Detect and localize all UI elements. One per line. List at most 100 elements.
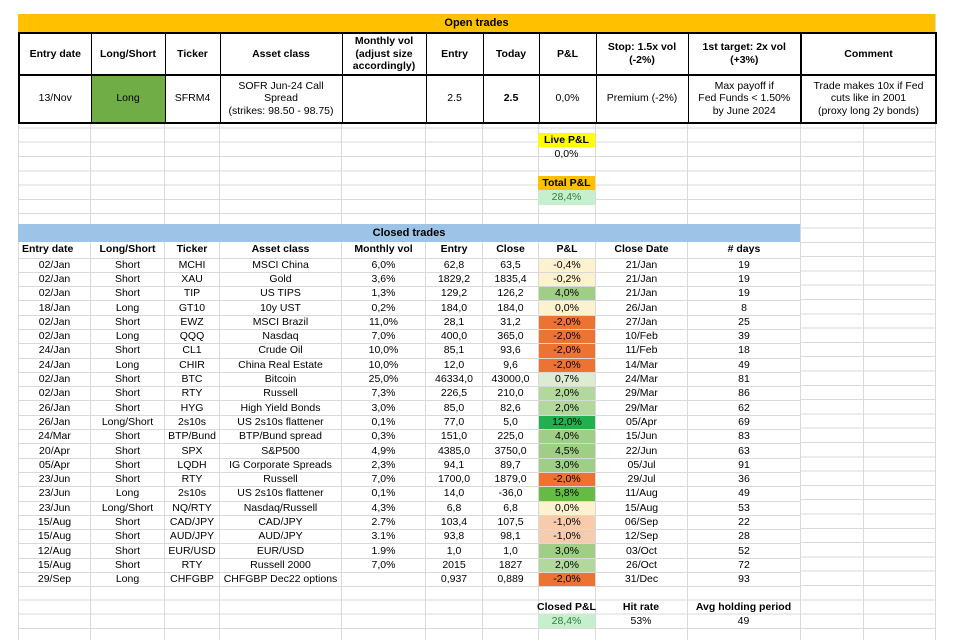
cell-monthly-vol[interactable]: 7,0%	[341, 558, 426, 574]
cell-close-date[interactable]: 05/Apr	[595, 415, 688, 431]
cell-entry[interactable]: 184,0	[425, 300, 483, 316]
cell-ticker[interactable]: AUD/JPY	[164, 529, 220, 545]
cell-entry-date[interactable]: 24/Jan	[18, 358, 91, 373]
cell-entry-date[interactable]: 15/Aug	[18, 529, 91, 545]
cell-days[interactable]: 81	[687, 372, 801, 388]
col-header-long-short[interactable]: Long/Short	[90, 242, 165, 259]
col-header-entry-date[interactable]: Entry date	[18, 32, 92, 76]
cell-monthly-vol[interactable]: 7,0%	[341, 329, 426, 345]
cell-entry-date[interactable]: 18/Jan	[18, 300, 91, 316]
cell-long-short[interactable]: Short	[90, 343, 165, 359]
cell-entry-date[interactable]: 02/Jan	[18, 286, 91, 302]
col-header-monthly-vol[interactable]: Monthly vol	[341, 242, 426, 259]
cell-days[interactable]: 39	[687, 329, 801, 345]
cell-days[interactable]: 36	[687, 472, 801, 488]
cell-monthly-vol[interactable]: 2.7%	[341, 515, 426, 531]
col-header-ticker[interactable]: Ticker	[164, 32, 221, 76]
cell-close[interactable]: 1,0	[482, 543, 539, 559]
cell-entry-date[interactable]: 02/Jan	[18, 272, 91, 288]
cell-days[interactable]: 25	[687, 315, 801, 330]
cell-close-date[interactable]: 10/Feb	[595, 329, 688, 345]
cell-close-date[interactable]: 15/Jun	[595, 429, 688, 445]
col-header-entry[interactable]: Entry	[425, 32, 484, 76]
col-header-long-short[interactable]: Long/Short	[90, 32, 166, 76]
cell-asset-class[interactable]: Russell	[219, 386, 342, 402]
col-header-today[interactable]: Today	[482, 32, 540, 76]
col-header-pnl[interactable]: P&L	[538, 242, 596, 259]
cell-asset-class[interactable]: CHFGBP Dec22 options	[219, 572, 342, 588]
cell-close-date[interactable]: 14/Mar	[595, 358, 688, 373]
cell-ticker[interactable]: CHIR	[164, 358, 220, 373]
cell-ticker[interactable]: GT10	[164, 300, 220, 316]
cell-long-short[interactable]: Long	[90, 300, 165, 316]
cell-pnl[interactable]: 0,7%	[538, 372, 596, 388]
cell-monthly-vol[interactable]: 0,1%	[341, 486, 426, 502]
cell-entry[interactable]: 226,5	[425, 386, 483, 402]
cell-entry-date[interactable]: 02/Jan	[18, 372, 91, 388]
cell-pnl[interactable]: 4,0%	[538, 286, 596, 302]
cell-ticker[interactable]: NQ/RTY	[164, 501, 220, 516]
cell-days[interactable]: 62	[687, 400, 801, 416]
cell-long-short[interactable]: Short	[90, 258, 165, 273]
cell-monthly-vol[interactable]: 0,3%	[341, 429, 426, 445]
cell-close-date[interactable]: 06/Sep	[595, 515, 688, 531]
cell-close-date[interactable]: 29/Jul	[595, 472, 688, 488]
cell-ticker[interactable]: RTY	[164, 386, 220, 402]
cell-pnl[interactable]: -0,2%	[538, 272, 596, 288]
cell-entry[interactable]: 62,8	[425, 258, 483, 273]
cell-entry-date[interactable]: 20/Apr	[18, 443, 91, 459]
cell-pnl[interactable]: 4,5%	[538, 443, 596, 459]
col-header-days[interactable]: # days	[687, 242, 801, 259]
cell-entry[interactable]: 93,8	[425, 529, 483, 545]
cell-close-date[interactable]: 24/Mar	[595, 372, 688, 388]
cell-close-date[interactable]: 21/Jan	[595, 258, 688, 273]
cell-days[interactable]: 63	[687, 443, 801, 459]
cell-long-short[interactable]: Short	[90, 458, 165, 473]
col-header-comment[interactable]: Comment	[800, 32, 937, 76]
cell-monthly-vol[interactable]: 7,0%	[341, 472, 426, 488]
cell-asset-class[interactable]: US 2s10s flattener	[219, 486, 342, 502]
cell-pnl[interactable]: -2,0%	[538, 329, 596, 345]
cell-pnl[interactable]: -2,0%	[538, 343, 596, 359]
cell-long-short[interactable]: Short	[90, 558, 165, 574]
cell-ticker[interactable]: TIP	[164, 286, 220, 302]
col-header-target[interactable]: 1st target: 2x vol (+3%)	[687, 32, 802, 76]
cell-asset-class[interactable]: EUR/USD	[219, 543, 342, 559]
cell-pnl[interactable]: -2,0%	[538, 358, 596, 373]
cell-entry[interactable]: 77,0	[425, 415, 483, 431]
cell-ticker[interactable]: CAD/JPY	[164, 515, 220, 531]
cell-days[interactable]: 49	[687, 486, 801, 502]
cell-asset-class[interactable]: China Real Estate	[219, 358, 342, 373]
cell-close[interactable]: 82,6	[482, 400, 539, 416]
cell-close-date[interactable]: 15/Aug	[595, 501, 688, 516]
cell-long-short[interactable]: Short	[90, 272, 165, 288]
cell-entry[interactable]: 103,4	[425, 515, 483, 531]
col-header-ticker[interactable]: Ticker	[164, 242, 220, 259]
cell-pnl[interactable]: -1,0%	[538, 529, 596, 545]
cell-entry-date[interactable]: 24/Mar	[18, 429, 91, 445]
cell-long-short[interactable]: Short	[90, 372, 165, 388]
cell-pnl[interactable]: 0,0%	[538, 501, 596, 516]
cell-comment[interactable]: Trade makes 10x if Fed cuts like in 2001…	[800, 74, 937, 123]
cell-monthly-vol[interactable]: 1,3%	[341, 286, 426, 302]
cell-asset-class[interactable]: Nasdaq/Russell	[219, 501, 342, 516]
cell-pnl[interactable]: 4,0%	[538, 429, 596, 445]
cell-entry-date[interactable]: 02/Jan	[18, 386, 91, 402]
cell-close[interactable]: 5,0	[482, 415, 539, 431]
cell-asset-class[interactable]: US 2s10s flattener	[219, 415, 342, 431]
cell-monthly-vol[interactable]: 6,0%	[341, 258, 426, 273]
cell-close[interactable]: 3750,0	[482, 443, 539, 459]
live-pnl-value[interactable]: 0,0%	[554, 148, 579, 161]
cell-long-short[interactable]: Short	[90, 543, 165, 559]
cell-asset-class[interactable]: CAD/JPY	[219, 515, 342, 531]
cell-entry-date[interactable]: 02/Jan	[18, 258, 91, 273]
cell-ticker[interactable]: XAU	[164, 272, 220, 288]
cell-entry-date[interactable]: 26/Jan	[18, 400, 91, 416]
cell-monthly-vol[interactable]: 3.1%	[341, 529, 426, 545]
cell-entry-date[interactable]: 02/Jan	[18, 329, 91, 345]
cell-entry[interactable]: 94,1	[425, 458, 483, 473]
cell-monthly-vol[interactable]: 11,0%	[341, 315, 426, 330]
col-header-entry-date[interactable]: Entry date	[18, 242, 91, 259]
cell-entry-date[interactable]: 13/Nov	[18, 74, 92, 123]
cell-pnl[interactable]: 0,0%	[538, 74, 597, 123]
